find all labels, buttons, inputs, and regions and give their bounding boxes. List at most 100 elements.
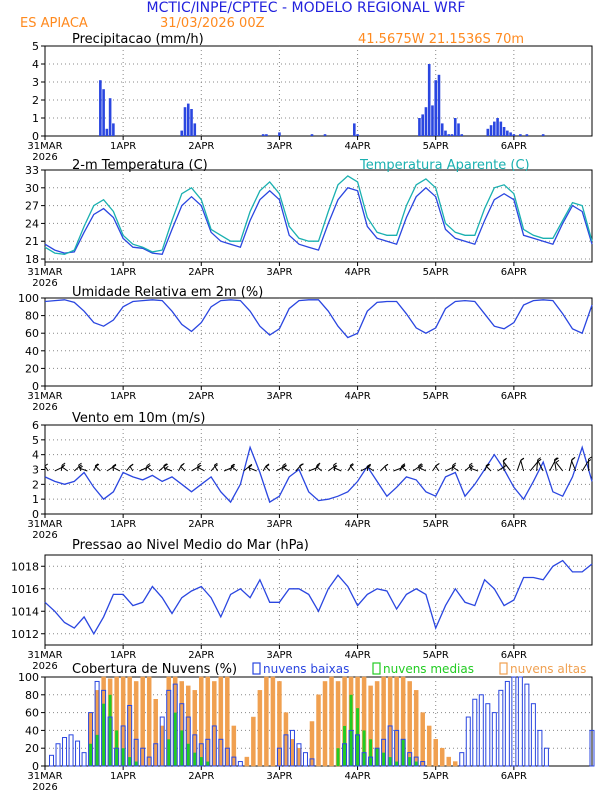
- cloud-low-bar: [498, 689, 504, 767]
- cloud-high-bar: [133, 681, 139, 767]
- wind-barb: [581, 461, 589, 472]
- cloud-legend-swatch: [372, 662, 381, 675]
- cloud-low-bar: [413, 756, 419, 767]
- x-tick-label: 31MAR: [27, 519, 62, 530]
- cloud-low-bar: [420, 761, 426, 767]
- y-tick-label: 1: [32, 493, 39, 506]
- x-tick-label: 5APR: [423, 519, 449, 530]
- wind-barb: [445, 467, 452, 472]
- cloud-low-bar: [459, 752, 465, 767]
- y-tick-label: 0: [32, 380, 39, 393]
- wind-barb: [191, 467, 198, 472]
- cloud-low-bar: [140, 747, 146, 767]
- wind-barb-head: [520, 458, 525, 461]
- wind-barb: [112, 466, 121, 472]
- cloud-high-bar: [153, 699, 158, 767]
- cloud-high-bar: [316, 694, 321, 767]
- wind-barb: [516, 459, 522, 472]
- wind-barb-head: [435, 463, 439, 467]
- cloud-low-bar: [101, 689, 107, 767]
- x-tick-label: 1APR: [110, 391, 136, 402]
- x-tick-label: 1APR: [110, 650, 136, 661]
- y-tick-label: 1: [32, 112, 39, 125]
- cloud-low-bar: [348, 729, 354, 767]
- cloud-low-bar: [133, 738, 139, 767]
- cloud-high-bar: [251, 716, 256, 767]
- y-tick-label: 2: [32, 94, 39, 107]
- run-datetime: 31/03/2026 00Z: [160, 16, 265, 31]
- cloud-high-bar: [296, 747, 302, 767]
- x-tick-label: 4APR: [344, 267, 370, 278]
- wind-barb-head: [95, 463, 100, 467]
- x-tick-label: 6APR: [501, 771, 527, 782]
- cloud-low-bar: [88, 712, 94, 767]
- precip-bar: [541, 134, 545, 136]
- panel-3: 0 20 40 60 80 100 31MAR 1APR 2APR 3APR 4APR 5APR 6AP…: [18, 285, 593, 413]
- cloud-high-bar: [426, 725, 432, 767]
- cloud-low-bar: [146, 756, 152, 767]
- x-tick-label: 31MAR: [27, 267, 62, 278]
- precip-bar: [424, 107, 428, 136]
- precip-bar: [102, 89, 105, 136]
- cloud-mid-bar: [382, 752, 386, 766]
- cloud-low-bar: [127, 704, 133, 767]
- wind-barb-head: [384, 463, 389, 467]
- wind-barb: [570, 460, 577, 472]
- wind-barb-head: [418, 463, 422, 467]
- x-tick-label: 1APR: [110, 141, 136, 152]
- precip-bar: [310, 134, 314, 136]
- wind-barb: [327, 466, 334, 472]
- x-tick-label: 2APR: [188, 519, 214, 530]
- cloud-high-bar: [439, 747, 445, 767]
- wind-barb-head: [197, 462, 202, 466]
- x-year-label: 2026: [32, 530, 57, 541]
- cloud-low-bar: [276, 747, 282, 767]
- wind-barb: [54, 467, 62, 472]
- wind-barb: [470, 467, 479, 472]
- cloud-low-bar: [55, 743, 61, 767]
- wind-barb-head: [401, 463, 406, 467]
- precip-bar: [437, 74, 441, 136]
- cloud-high-bar: [322, 681, 328, 767]
- y-tick-label: 18: [25, 253, 39, 266]
- panel-frame: [44, 554, 593, 646]
- precip-bar: [447, 134, 451, 136]
- wind-barb: [529, 461, 539, 472]
- cloud-low-bar: [524, 683, 530, 767]
- y-tick-label: 80: [25, 689, 39, 702]
- cloud-low-bar: [68, 734, 74, 767]
- wind-barb: [349, 465, 355, 472]
- cloud-high-bar: [329, 676, 334, 767]
- cloud-low-bar: [185, 716, 191, 767]
- wind-barb: [464, 466, 470, 472]
- y-tick-label: 33: [25, 164, 39, 177]
- precip-bar: [431, 105, 434, 136]
- precip-bar: [180, 130, 184, 136]
- cloud-legend-label: nuvens altas: [510, 662, 586, 676]
- cloud-low-bar: [302, 752, 308, 767]
- wind-barb: [73, 466, 79, 472]
- cloud-low-bar: [517, 676, 523, 767]
- wind-barb: [485, 465, 492, 472]
- cloud-mid-bar: [408, 757, 412, 766]
- cloud-low-bar: [205, 738, 211, 767]
- wind-barb: [555, 462, 564, 472]
- cloud-low-bar: [283, 734, 289, 767]
- series-line-1: [44, 186, 593, 256]
- y-tick-label: 80: [25, 310, 39, 323]
- cloud-low-bar: [218, 738, 224, 767]
- wind-barb: [243, 466, 250, 472]
- precip-bar: [278, 132, 281, 136]
- y-tick-label: 100: [18, 671, 39, 684]
- x-tick-label: 5APR: [423, 650, 449, 661]
- precip-bar: [427, 64, 431, 136]
- wind-barb: [384, 466, 388, 472]
- wind-barb: [126, 465, 131, 472]
- y-tick-label: 40: [25, 345, 39, 358]
- cloud-mid-bar: [186, 743, 190, 766]
- wind-barb-head: [316, 462, 321, 466]
- wind-barb-head: [265, 464, 270, 468]
- wind-barb: [60, 464, 63, 472]
- precip-bar: [99, 80, 102, 136]
